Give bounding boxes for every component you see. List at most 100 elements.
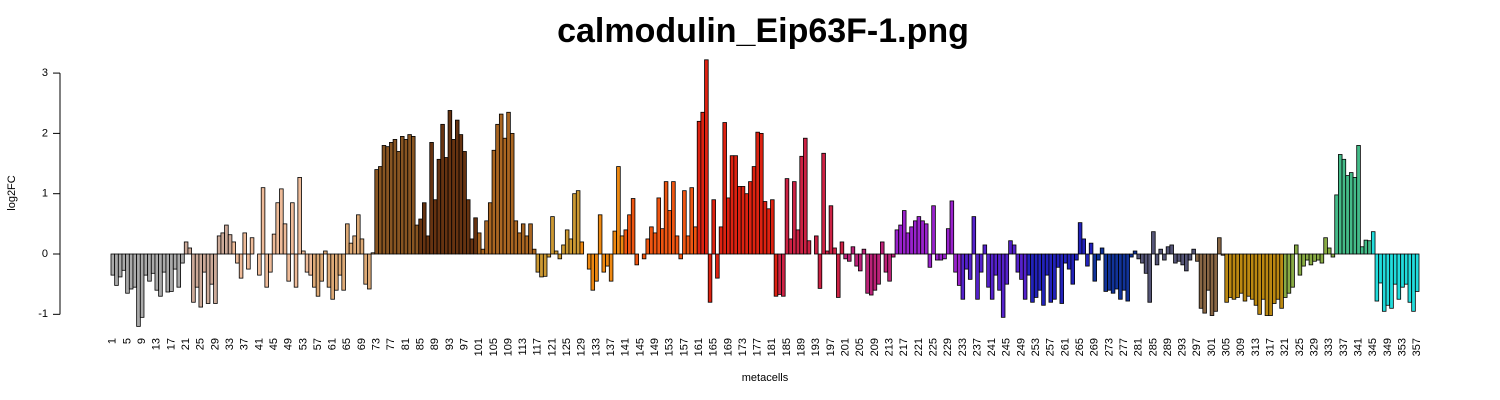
bar <box>249 237 255 255</box>
bar <box>1103 253 1108 292</box>
bar <box>363 253 368 285</box>
x-tick-label: 77 <box>385 338 397 350</box>
bar <box>953 253 958 273</box>
bar <box>707 253 713 303</box>
bar <box>286 253 291 282</box>
bar <box>1374 253 1380 302</box>
bar <box>136 253 141 327</box>
x-tick-label: 217 <box>898 338 910 356</box>
bar <box>649 226 654 255</box>
bar <box>183 241 189 255</box>
bar <box>1033 253 1039 298</box>
bar <box>209 253 214 285</box>
bar <box>623 229 629 255</box>
bar <box>1004 253 1010 285</box>
bar <box>147 253 152 282</box>
bar <box>865 253 870 294</box>
x-tick-label: 153 <box>664 338 676 356</box>
bar <box>597 214 603 255</box>
bar <box>165 253 171 293</box>
bar <box>1092 253 1097 282</box>
x-tick-label: 137 <box>605 338 617 356</box>
bar <box>876 253 881 285</box>
bar <box>341 253 346 291</box>
bar <box>931 205 936 255</box>
bar <box>1213 253 1218 312</box>
bar <box>1044 253 1050 276</box>
bar <box>1162 253 1167 261</box>
bar <box>422 202 427 255</box>
bar <box>257 253 262 276</box>
bar <box>1323 237 1328 255</box>
bar <box>986 253 991 288</box>
bar <box>652 232 658 255</box>
x-tick-label: 61 <box>327 338 339 350</box>
bar <box>150 253 156 274</box>
bar <box>645 238 650 255</box>
bar <box>854 253 859 267</box>
bar <box>1070 253 1075 285</box>
bar <box>1063 253 1068 264</box>
bar <box>480 248 486 255</box>
bar <box>821 152 826 255</box>
bar <box>1392 253 1398 285</box>
bar <box>513 220 519 255</box>
bar <box>411 136 416 255</box>
x-tick-label: 165 <box>708 338 720 356</box>
bar <box>1294 244 1299 255</box>
bar <box>1121 253 1127 291</box>
bar <box>290 202 295 255</box>
bar <box>1096 253 1101 261</box>
x-tick-label: 53 <box>297 338 309 350</box>
bar <box>700 111 705 255</box>
bar <box>920 220 925 255</box>
bar <box>1165 246 1171 255</box>
bar <box>1308 253 1314 266</box>
bar <box>795 229 801 255</box>
x-tick-label: 333 <box>1323 338 1335 356</box>
bar <box>836 253 841 298</box>
bar <box>275 202 280 255</box>
bar <box>1019 253 1024 280</box>
y-tick-label: -1 <box>38 308 48 320</box>
bar <box>1074 253 1079 261</box>
bar <box>121 253 127 271</box>
x-tick-label: 157 <box>678 338 690 356</box>
bar <box>564 229 570 255</box>
bar <box>433 199 438 255</box>
bar <box>1143 253 1149 274</box>
bar <box>487 202 493 255</box>
x-tick-label: 277 <box>1118 338 1130 356</box>
bar <box>1209 253 1215 316</box>
bar <box>216 235 222 255</box>
bar <box>1022 253 1028 300</box>
bar <box>737 186 742 255</box>
bar <box>1147 253 1152 303</box>
bar <box>553 250 559 255</box>
bar <box>1184 253 1189 272</box>
bar <box>693 226 698 255</box>
x-tick-label: 173 <box>737 338 749 356</box>
x-tick-label: 97 <box>458 338 470 350</box>
bar <box>1224 253 1229 303</box>
x-tick-label: 85 <box>415 338 427 350</box>
bar <box>682 190 687 255</box>
bar <box>627 214 632 255</box>
bar <box>444 157 449 255</box>
bar <box>773 253 779 297</box>
bar <box>268 253 273 273</box>
bar <box>663 181 669 255</box>
bar <box>1400 253 1405 288</box>
bar <box>1396 253 1402 300</box>
bar <box>770 199 775 255</box>
bar <box>718 226 724 255</box>
bar <box>473 217 478 255</box>
x-tick-label: 289 <box>1162 338 1174 356</box>
bar <box>367 253 372 290</box>
x-tick-label: 161 <box>693 338 705 356</box>
bar <box>590 253 596 291</box>
bar <box>755 131 760 255</box>
bar <box>279 188 284 255</box>
bar <box>799 155 804 255</box>
